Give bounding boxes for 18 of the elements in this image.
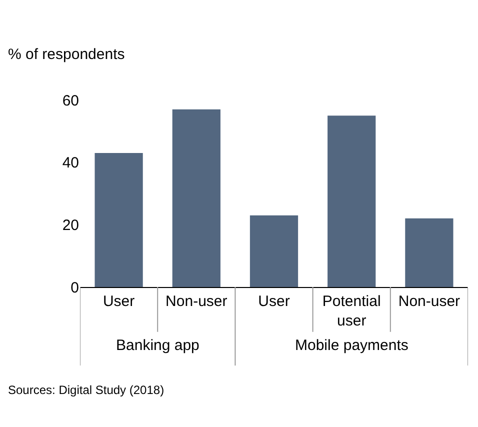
x-tick-label: User — [258, 293, 290, 310]
source-note: Sources: Digital Study (2018) — [8, 383, 164, 397]
y-tick-label: 40 — [62, 154, 79, 172]
x-tick-label: Non-user — [166, 293, 228, 310]
bar — [328, 116, 376, 287]
y-axis-title: % of respondents — [8, 46, 125, 63]
bar — [250, 215, 298, 287]
text: Mobile payments — [295, 337, 408, 354]
x-tick-label: Non-user — [398, 293, 460, 310]
text: Banking app — [116, 337, 200, 354]
bar — [94, 152, 143, 287]
x-tick-label: Potential user — [322, 293, 381, 330]
y-tick-label: 60 — [62, 92, 79, 110]
y-tick-label: 0 — [70, 279, 79, 296]
bar — [405, 218, 454, 287]
bar — [172, 109, 220, 287]
y-tick-label: 20 — [62, 216, 79, 234]
x-tick-label: User — [102, 293, 135, 310]
